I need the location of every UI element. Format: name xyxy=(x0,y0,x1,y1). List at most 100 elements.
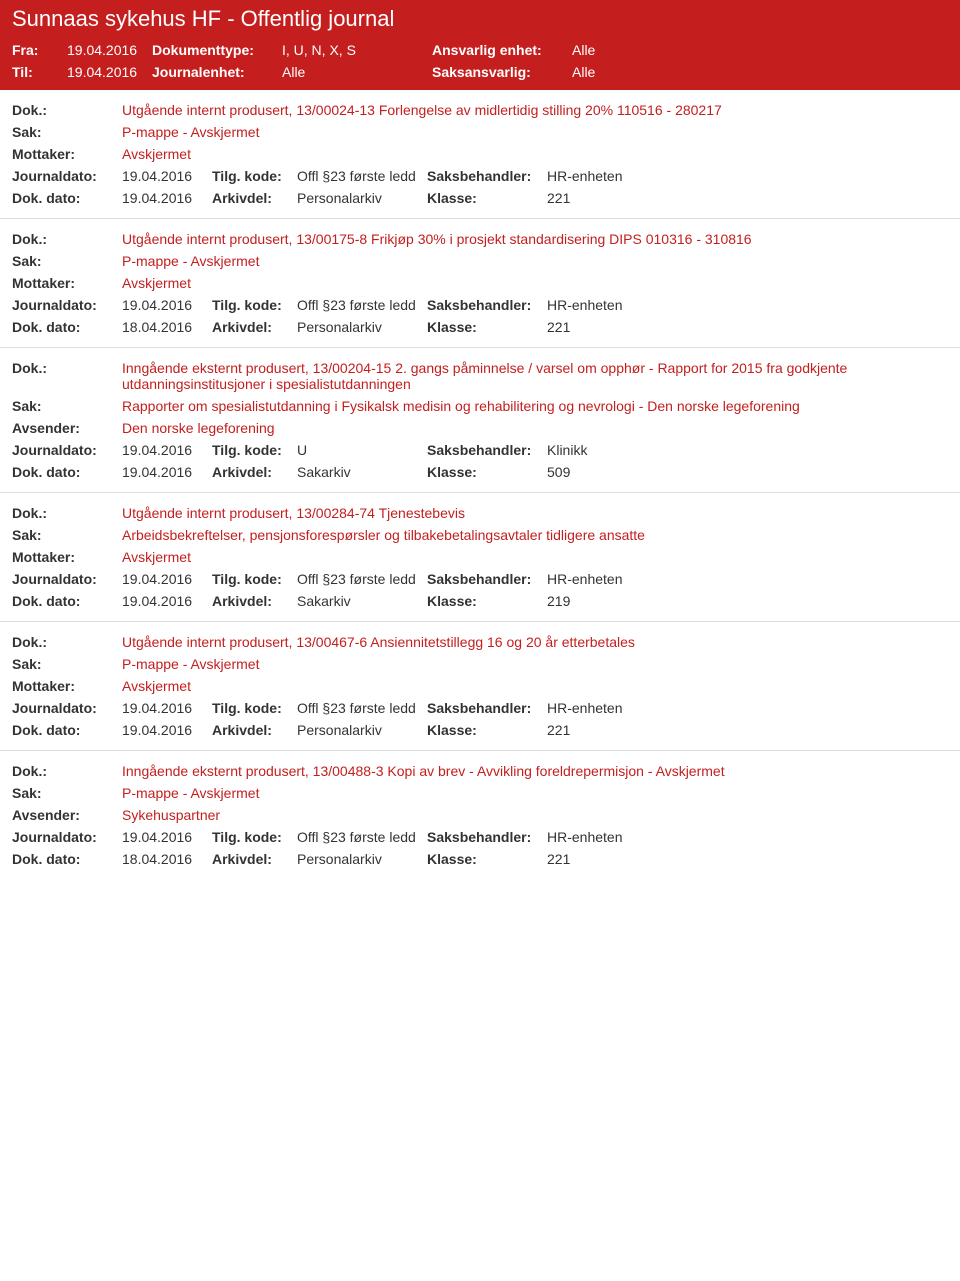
tilgkode-label: Tilg. kode: xyxy=(212,168,297,184)
journal-entry: Dok.: Utgående internt produsert, 13/004… xyxy=(0,621,960,750)
journalenhet-label: Journalenhet: xyxy=(152,64,282,80)
journaldato-value: 19.04.2016 xyxy=(122,168,212,184)
dokdato-value: 19.04.2016 xyxy=(122,722,212,738)
dok-value: Utgående internt produsert, 13/00024-13 … xyxy=(122,102,948,118)
sak-label: Sak: xyxy=(12,398,122,414)
journal-header: Sunnaas sykehus HF - Offentlig journal F… xyxy=(0,0,960,90)
dokdato-value: 19.04.2016 xyxy=(122,464,212,480)
tilgkode-value: Offl §23 første ledd xyxy=(297,168,427,184)
arkivdel-value: Personalarkiv xyxy=(297,851,427,867)
journal-entry: Dok.: Utgående internt produsert, 13/001… xyxy=(0,218,960,347)
journal-entry: Dok.: Inngående eksternt produsert, 13/0… xyxy=(0,347,960,492)
tilgkode-label: Tilg. kode: xyxy=(212,700,297,716)
dok-value: Utgående internt produsert, 13/00175-8 F… xyxy=(122,231,948,247)
tilgkode-value: Offl §23 første ledd xyxy=(297,829,427,845)
dok-value: Inngående eksternt produsert, 13/00204-1… xyxy=(122,360,948,392)
party-value: Den norske legeforening xyxy=(122,420,948,436)
party-value: Sykehuspartner xyxy=(122,807,948,823)
saksbehandler-value: HR-enheten xyxy=(547,571,948,587)
klasse-label: Klasse: xyxy=(427,851,547,867)
entries-list: Dok.: Utgående internt produsert, 13/000… xyxy=(0,90,960,879)
journaldato-label: Journaldato: xyxy=(12,700,122,716)
journaldato-label: Journaldato: xyxy=(12,829,122,845)
header-filters: Fra: 19.04.2016 Dokumenttype: I, U, N, X… xyxy=(12,42,948,80)
journaldato-value: 19.04.2016 xyxy=(122,829,212,845)
sak-label: Sak: xyxy=(12,656,122,672)
dok-label: Dok.: xyxy=(12,360,122,376)
dok-value: Utgående internt produsert, 13/00284-74 … xyxy=(122,505,948,521)
journaldato-value: 19.04.2016 xyxy=(122,297,212,313)
dok-value: Utgående internt produsert, 13/00467-6 A… xyxy=(122,634,948,650)
page-title: Sunnaas sykehus HF - Offentlig journal xyxy=(12,6,948,32)
dok-label: Dok.: xyxy=(12,763,122,779)
party-value: Avskjermet xyxy=(122,678,948,694)
dokdato-label: Dok. dato: xyxy=(12,190,122,206)
til-label: Til: xyxy=(12,64,67,80)
sak-value: P-mappe - Avskjermet xyxy=(122,785,948,801)
sak-label: Sak: xyxy=(12,124,122,140)
tilgkode-value: U xyxy=(297,442,427,458)
arkivdel-label: Arkivdel: xyxy=(212,851,297,867)
fra-label: Fra: xyxy=(12,42,67,58)
party-label: Avsender: xyxy=(12,420,122,436)
klasse-value: 221 xyxy=(547,851,948,867)
saksansvarlig-label: Saksansvarlig: xyxy=(432,64,572,80)
saksbehandler-label: Saksbehandler: xyxy=(427,442,547,458)
journaldato-value: 19.04.2016 xyxy=(122,571,212,587)
journalenhet-value: Alle xyxy=(282,64,432,80)
sak-label: Sak: xyxy=(12,253,122,269)
journal-entry: Dok.: Utgående internt produsert, 13/002… xyxy=(0,492,960,621)
party-value: Avskjermet xyxy=(122,549,948,565)
klasse-label: Klasse: xyxy=(427,722,547,738)
journaldato-label: Journaldato: xyxy=(12,168,122,184)
journaldato-label: Journaldato: xyxy=(12,571,122,587)
arkivdel-label: Arkivdel: xyxy=(212,593,297,609)
dokdato-value: 19.04.2016 xyxy=(122,593,212,609)
klasse-label: Klasse: xyxy=(427,593,547,609)
dok-label: Dok.: xyxy=(12,231,122,247)
arkivdel-value: Personalarkiv xyxy=(297,190,427,206)
saksbehandler-label: Saksbehandler: xyxy=(427,297,547,313)
sak-value: P-mappe - Avskjermet xyxy=(122,253,948,269)
sak-value: P-mappe - Avskjermet xyxy=(122,124,948,140)
party-label: Avsender: xyxy=(12,807,122,823)
saksbehandler-value: Klinikk xyxy=(547,442,948,458)
party-label: Mottaker: xyxy=(12,275,122,291)
dokdato-value: 18.04.2016 xyxy=(122,319,212,335)
arkivdel-label: Arkivdel: xyxy=(212,722,297,738)
tilgkode-label: Tilg. kode: xyxy=(212,829,297,845)
dokumenttype-value: I, U, N, X, S xyxy=(282,42,432,58)
journal-entry: Dok.: Utgående internt produsert, 13/000… xyxy=(0,90,960,218)
klasse-value: 221 xyxy=(547,319,948,335)
journaldato-value: 19.04.2016 xyxy=(122,442,212,458)
arkivdel-value: Personalarkiv xyxy=(297,319,427,335)
ansvarlig-value: Alle xyxy=(572,42,948,58)
journal-entry: Dok.: Inngående eksternt produsert, 13/0… xyxy=(0,750,960,879)
arkivdel-label: Arkivdel: xyxy=(212,464,297,480)
saksbehandler-label: Saksbehandler: xyxy=(427,168,547,184)
klasse-label: Klasse: xyxy=(427,464,547,480)
dokdato-label: Dok. dato: xyxy=(12,319,122,335)
arkivdel-value: Sakarkiv xyxy=(297,464,427,480)
party-value: Avskjermet xyxy=(122,275,948,291)
dokumenttype-label: Dokumenttype: xyxy=(152,42,282,58)
til-value: 19.04.2016 xyxy=(67,64,152,80)
dokdato-label: Dok. dato: xyxy=(12,593,122,609)
party-label: Mottaker: xyxy=(12,146,122,162)
ansvarlig-label: Ansvarlig enhet: xyxy=(432,42,572,58)
tilgkode-value: Offl §23 første ledd xyxy=(297,297,427,313)
tilgkode-value: Offl §23 første ledd xyxy=(297,571,427,587)
dokdato-label: Dok. dato: xyxy=(12,464,122,480)
saksbehandler-value: HR-enheten xyxy=(547,829,948,845)
klasse-value: 221 xyxy=(547,722,948,738)
party-value: Avskjermet xyxy=(122,146,948,162)
dok-label: Dok.: xyxy=(12,102,122,118)
fra-value: 19.04.2016 xyxy=(67,42,152,58)
saksbehandler-value: HR-enheten xyxy=(547,700,948,716)
saksbehandler-label: Saksbehandler: xyxy=(427,829,547,845)
klasse-label: Klasse: xyxy=(427,319,547,335)
dokdato-label: Dok. dato: xyxy=(12,851,122,867)
tilgkode-label: Tilg. kode: xyxy=(212,442,297,458)
tilgkode-label: Tilg. kode: xyxy=(212,571,297,587)
arkivdel-value: Personalarkiv xyxy=(297,722,427,738)
